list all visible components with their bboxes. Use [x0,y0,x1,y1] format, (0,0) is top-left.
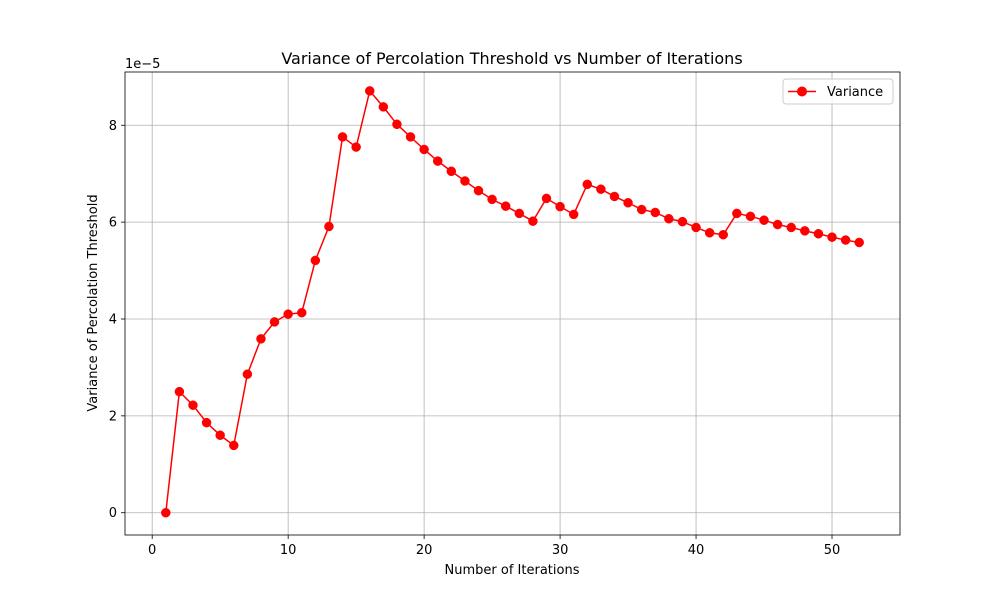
data-point [324,221,334,232]
x-tick-label: 40 [688,543,705,558]
data-point [201,417,212,428]
data-point [487,194,497,205]
data-point [269,317,280,327]
y-tick-label: 0 [109,506,117,521]
data-point [405,132,416,142]
data-point [840,235,851,245]
data-point [364,86,375,96]
y-tick-label: 4 [109,312,117,327]
data-point [800,226,810,236]
data-point [704,228,715,238]
data-point [813,229,824,239]
data-point [310,255,321,266]
data-point [229,440,239,451]
data-point [161,507,171,518]
y-tick-label: 8 [109,119,117,134]
data-point [772,219,783,230]
data-point [718,229,728,240]
data-point [609,191,620,202]
x-tick-label: 20 [416,543,433,558]
data-point [555,201,565,212]
data-point [392,119,402,130]
y-axis-offset-label: 1e−5 [125,57,160,72]
x-tick-label: 10 [280,543,297,558]
data-point [514,208,525,219]
data-point [582,179,593,190]
y-tick-label: 6 [109,216,117,231]
data-point [351,142,361,152]
data-point [636,204,647,215]
data-point [786,222,796,233]
y-tick-label: 2 [109,409,117,424]
x-tick-label: 30 [552,543,569,558]
data-point [759,215,769,225]
legend-marker-swatch [797,86,807,97]
data-point [677,216,688,227]
data-point [283,309,293,319]
data-point [337,132,348,142]
data-point [297,307,307,318]
data-point [188,400,198,410]
data-point [691,222,701,233]
data-point [732,208,742,219]
data-point [432,156,443,166]
data-point [596,184,606,194]
data-point [446,166,457,177]
data-point [174,386,185,397]
series-line-variance [165,90,860,513]
data-point [256,334,266,344]
data-point [378,102,389,112]
data-point [460,176,470,186]
data-point [500,201,511,211]
data-point [827,232,837,242]
data-point [854,237,864,248]
x-tick-label: 0 [148,543,156,558]
data-point [541,193,552,204]
data-point [528,216,538,226]
data-point [623,198,633,208]
ticks: 0 10 20 30 40 50 0 2 4 6 8 [109,119,841,558]
legend-label-variance: Variance [827,85,883,100]
legend-box [782,78,894,105]
data-point [215,430,225,440]
data-point [650,207,661,218]
data-point [664,213,674,224]
data-point [419,144,429,155]
data-point [473,185,484,196]
data-point [242,369,253,379]
x-tick-label: 50 [824,543,841,558]
plot-frame [124,71,901,536]
data-point [568,209,579,220]
chart-title: Variance of Percolation Threshold vs Num… [281,49,742,68]
legend: Variance [782,78,894,105]
data-point [745,211,756,222]
series-layer [161,86,864,518]
x-axis-label: Number of Iterations [445,563,580,578]
y-axis-label: Variance of Percolation Threshold [86,194,101,411]
